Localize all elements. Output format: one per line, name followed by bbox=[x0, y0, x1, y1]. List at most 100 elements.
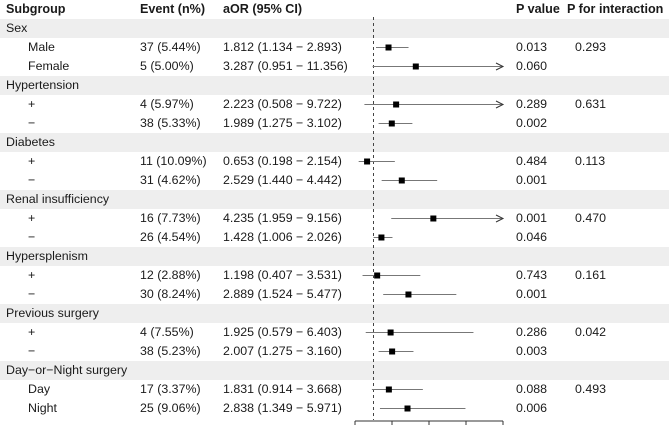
row-event: 4 (5.97%) bbox=[140, 97, 194, 111]
point-estimate bbox=[387, 329, 394, 336]
row-label: + bbox=[28, 211, 36, 225]
group-band bbox=[0, 361, 669, 380]
point-estimate bbox=[412, 63, 419, 70]
row-p-interaction: 0.293 bbox=[575, 40, 607, 54]
point-estimate bbox=[378, 234, 385, 241]
row-label: Male bbox=[28, 40, 55, 54]
group-label: Day−or−Night surgery bbox=[6, 363, 128, 377]
row-aor: 1.428 (1.006 − 2.026) bbox=[223, 230, 342, 244]
row-label: Day bbox=[28, 382, 51, 396]
row-aor: 1.989 (1.275 − 3.102) bbox=[223, 116, 342, 130]
row-event: 11 (10.09%) bbox=[140, 154, 207, 168]
ci-arrow bbox=[495, 100, 505, 109]
row-label: − bbox=[28, 287, 36, 301]
row-p-value: 0.003 bbox=[516, 344, 548, 358]
group-band bbox=[0, 19, 669, 38]
point-estimate bbox=[405, 291, 412, 298]
row-p-value: 0.001 bbox=[516, 173, 548, 187]
row-event: 17 (3.37%) bbox=[140, 382, 201, 396]
row-event: 16 (7.73%) bbox=[140, 211, 201, 225]
row-aor: 2.223 (0.508 − 9.722) bbox=[223, 97, 342, 111]
row-event: 38 (5.23%) bbox=[140, 344, 201, 358]
row-p-interaction: 0.161 bbox=[575, 268, 607, 282]
group-label: Previous surgery bbox=[6, 306, 99, 320]
row-label: − bbox=[28, 173, 36, 187]
row-p-value: 0.484 bbox=[516, 154, 548, 168]
row-aor: 1.925 (0.579 − 6.403) bbox=[223, 325, 342, 339]
group-band bbox=[0, 190, 669, 209]
group-label: Hypertension bbox=[6, 78, 80, 92]
group-band bbox=[0, 247, 669, 266]
row-event: 26 (4.54%) bbox=[140, 230, 201, 244]
row-event: 5 (5.00%) bbox=[140, 59, 194, 73]
row-p-value: 0.088 bbox=[516, 382, 548, 396]
point-estimate bbox=[398, 177, 405, 184]
row-p-interaction: 0.042 bbox=[575, 325, 607, 339]
point-estimate bbox=[404, 405, 411, 412]
row-event: 37 (5.44%) bbox=[140, 40, 201, 54]
row-p-interaction: 0.493 bbox=[575, 382, 607, 396]
row-aor: 4.235 (1.959 − 9.156) bbox=[223, 211, 342, 225]
group-label: Diabetes bbox=[6, 135, 55, 149]
row-p-value: 0.286 bbox=[516, 325, 548, 339]
row-aor: 2.889 (1.524 − 5.477) bbox=[223, 287, 342, 301]
row-label: − bbox=[28, 344, 36, 358]
group-band bbox=[0, 133, 669, 152]
header-p-value: P value bbox=[516, 2, 560, 16]
row-p-interaction: 0.470 bbox=[575, 211, 607, 225]
row-aor: 3.287 (0.951 − 11.356) bbox=[223, 59, 348, 73]
row-p-value: 0.001 bbox=[516, 287, 548, 301]
row-event: 4 (7.55%) bbox=[140, 325, 194, 339]
header-event: Event (n%) bbox=[140, 2, 206, 16]
point-estimate bbox=[364, 158, 371, 165]
point-estimate bbox=[385, 386, 392, 393]
row-p-value: 0.743 bbox=[516, 268, 548, 282]
header-subgroup: Subgroup bbox=[6, 2, 66, 16]
row-aor: 2.838 (1.349 − 5.971) bbox=[223, 401, 342, 415]
row-aor: 2.007 (1.275 − 3.160) bbox=[223, 344, 342, 358]
point-estimate bbox=[374, 272, 381, 279]
group-band bbox=[0, 304, 669, 323]
group-label: Hypersplenism bbox=[6, 249, 88, 263]
row-aor: 1.198 (0.407 − 3.531) bbox=[223, 268, 342, 282]
row-event: 25 (9.06%) bbox=[140, 401, 201, 415]
header-aor: aOR (95% CI) bbox=[223, 2, 303, 16]
row-aor: 1.812 (1.134 − 2.893) bbox=[223, 40, 342, 54]
row-p-value: 0.001 bbox=[516, 211, 548, 225]
row-label: + bbox=[28, 325, 36, 339]
ci-arrow bbox=[495, 214, 505, 223]
row-p-value: 0.002 bbox=[516, 116, 548, 130]
row-p-interaction: 0.113 bbox=[575, 154, 606, 168]
row-p-value: 0.060 bbox=[516, 59, 548, 73]
row-aor: 1.831 (0.914 − 3.668) bbox=[223, 382, 342, 396]
group-label: Renal insufficiency bbox=[6, 192, 110, 206]
row-p-value: 0.289 bbox=[516, 97, 548, 111]
row-label: − bbox=[28, 230, 36, 244]
group-label: Sex bbox=[6, 21, 28, 35]
row-p-value: 0.006 bbox=[516, 401, 548, 415]
row-aor: 0.653 (0.198 − 2.154) bbox=[223, 154, 342, 168]
point-estimate bbox=[430, 215, 437, 222]
row-label: Night bbox=[28, 401, 57, 415]
row-p-value: 0.046 bbox=[516, 230, 548, 244]
row-event: 30 (8.24%) bbox=[140, 287, 201, 301]
row-aor: 2.529 (1.440 − 4.442) bbox=[223, 173, 342, 187]
row-event: 31 (4.62%) bbox=[140, 173, 201, 187]
point-estimate bbox=[388, 120, 395, 127]
row-label: + bbox=[28, 268, 36, 282]
row-p-interaction: 0.631 bbox=[575, 97, 607, 111]
row-label: Female bbox=[28, 59, 70, 73]
point-estimate bbox=[393, 101, 400, 108]
row-label: + bbox=[28, 97, 36, 111]
ci-arrow bbox=[495, 62, 505, 71]
group-band bbox=[0, 76, 669, 95]
row-event: 38 (5.33%) bbox=[140, 116, 201, 130]
row-label: − bbox=[28, 116, 36, 130]
row-p-value: 0.013 bbox=[516, 40, 548, 54]
header-p-interaction: P for interaction bbox=[567, 2, 664, 16]
point-estimate bbox=[389, 348, 396, 355]
row-event: 12 (2.88%) bbox=[140, 268, 201, 282]
point-estimate bbox=[385, 44, 392, 51]
